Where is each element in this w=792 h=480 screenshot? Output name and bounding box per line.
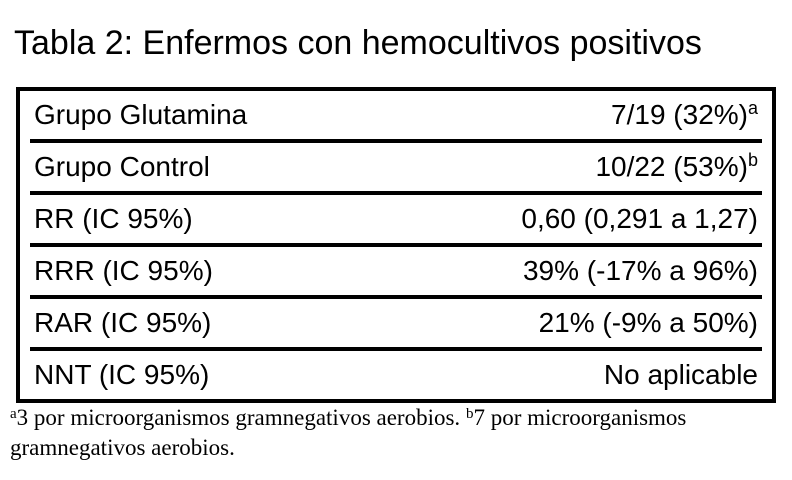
footnote-text-a: 3 por microorganismos gramnegativos aero…: [16, 405, 466, 430]
row-label: RRR (IC 95%): [34, 255, 213, 286]
row-value: 0,60 (0,291 a 1,27): [521, 203, 758, 235]
row-value: 39% (-17% a 96%): [523, 255, 758, 287]
row-value: No aplicable: [604, 359, 758, 391]
row-label: Grupo Glutamina: [34, 99, 248, 130]
row-value-text: 7/19 (32%): [611, 99, 748, 130]
footnote-marker-b: b: [465, 406, 474, 422]
row-label: RR (IC 95%): [34, 203, 193, 234]
row-value-text: 10/22 (53%): [595, 151, 748, 182]
row-label: Grupo Control: [34, 151, 210, 182]
table-row: Grupo Glutamina 7/19 (32%)a: [30, 91, 762, 143]
table-row: NNT (IC 95%) No aplicable: [30, 351, 762, 399]
row-value: 7/19 (32%)a: [611, 99, 758, 131]
footnote: a3 por microorganismos gramnegativos aer…: [10, 403, 768, 463]
row-label: RAR (IC 95%): [34, 307, 212, 338]
footnote-marker-a: a: [10, 406, 17, 422]
results-table: Grupo Glutamina 7/19 (32%)a Grupo Contro…: [16, 87, 776, 403]
row-label: NNT (IC 95%): [34, 359, 210, 390]
row-value-text: 39% (-17% a 96%): [522, 255, 758, 286]
footnote-marker: b: [747, 150, 758, 170]
footnote-marker: a: [747, 98, 758, 118]
table-title: Tabla 2: Enfermos con hemocultivos posit…: [14, 24, 702, 62]
row-value: 10/22 (53%)b: [595, 151, 758, 183]
table-row: RAR (IC 95%) 21% (-9% a 50%): [30, 299, 762, 351]
row-value-text: 0,60 (0,291 a 1,27): [521, 203, 758, 234]
row-value: 21% (-9% a 50%): [539, 307, 758, 339]
row-value-text: 21% (-9% a 50%): [538, 307, 758, 338]
table-row: RRR (IC 95%) 39% (-17% a 96%): [30, 247, 762, 299]
table-row: RR (IC 95%) 0,60 (0,291 a 1,27): [30, 195, 762, 247]
table-row: Grupo Control 10/22 (53%)b: [30, 143, 762, 195]
row-value-text: No aplicable: [603, 359, 758, 390]
footnote-text-b: 7 por microorganismos gramnegativos aero…: [10, 405, 687, 460]
